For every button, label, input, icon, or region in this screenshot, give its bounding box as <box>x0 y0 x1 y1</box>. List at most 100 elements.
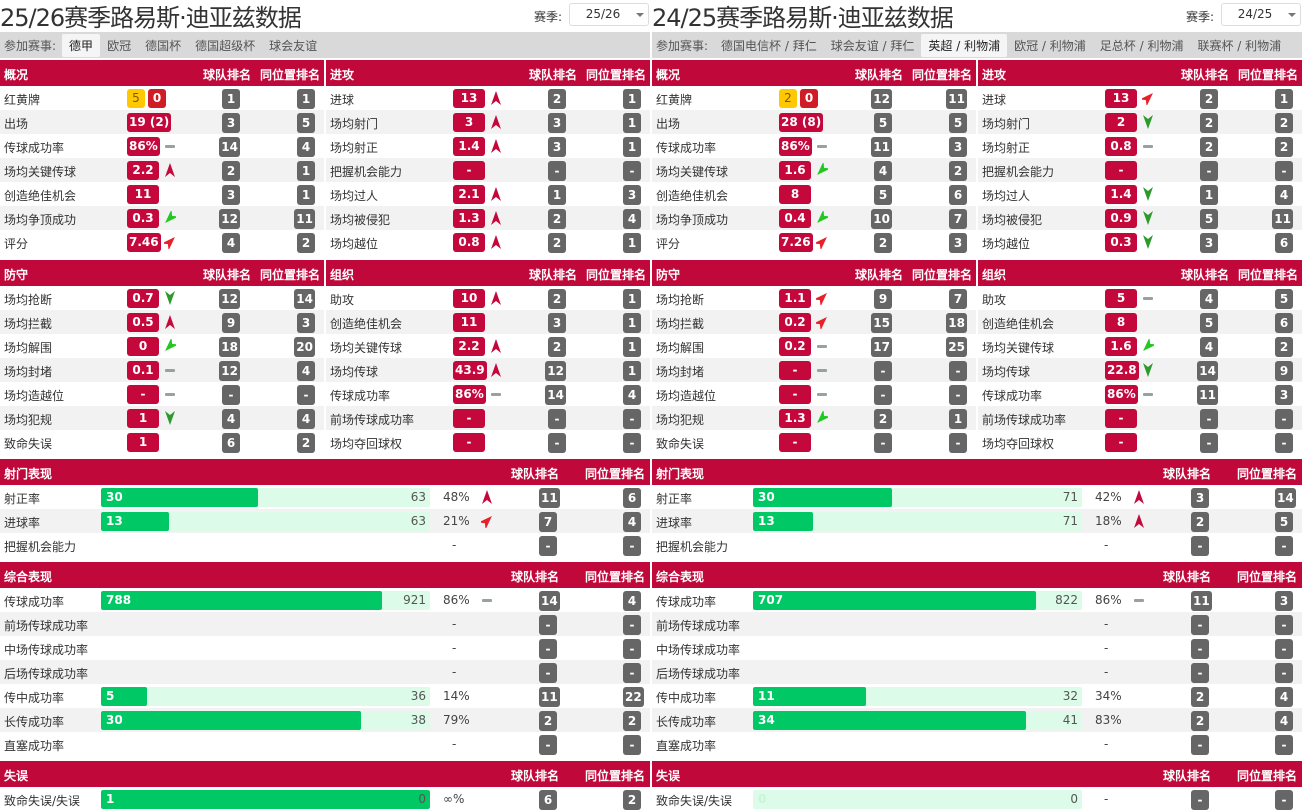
position-rank-header: 同位置排名 <box>1237 68 1298 82</box>
stat-value-badge: 5 <box>1105 289 1137 308</box>
position-rank-badge: 1 <box>297 89 315 109</box>
competition-tab[interactable]: 欧冠 / 利物浦 <box>1014 38 1086 53</box>
team-rank-badge: - <box>1191 536 1209 556</box>
team-rank-badge: 15 <box>871 313 892 333</box>
position-rank-badge: 14 <box>1275 488 1296 508</box>
stat-label: 传球成功率 <box>4 595 65 609</box>
stat-row: 把握机会能力 - - - <box>652 533 1302 557</box>
stats-section: 防守 球队排名 同位置排名 场均抢断 0.7 12 14 场均拦截 0.5 9 3 场均解围 0 18 20… <box>0 260 324 454</box>
stat-row: 传球成功率 788 921 86% 14 4 <box>0 588 650 612</box>
stat-row: 传球成功率 707 822 86% 11 3 <box>652 588 1302 612</box>
stat-label: 后场传球成功率 <box>4 667 89 681</box>
stat-row: 中场传球成功率 - - - <box>652 636 1302 660</box>
position-rank-badge: 11 <box>946 89 967 109</box>
position-rank-badge: - <box>1275 790 1293 810</box>
team-rank-badge: 11 <box>871 137 892 157</box>
competition-tab[interactable]: 球会友谊 / 拜仁 <box>830 38 915 53</box>
team-rank-badge: 3 <box>222 113 240 133</box>
page-title: 24/25赛季路易斯·迪亚兹数据 <box>652 4 954 32</box>
team-rank-badge: 9 <box>222 313 240 333</box>
team-rank-header: 球队排名 <box>511 769 560 783</box>
position-rank-header: 同位置排名 <box>1237 467 1298 481</box>
stat-percent: - <box>1104 737 1109 751</box>
stats-section: 进攻 球队排名 同位置排名 进球 13 2 1 场均射门 3 3 1 场均射正 1.4 3 1 把握机会能力 -… <box>326 60 650 254</box>
team-rank-badge: - <box>1191 639 1209 659</box>
competition-tab[interactable]: 欧冠 <box>107 38 132 53</box>
stat-row: 致命失误/失误 1 0 ∞% 6 2 <box>0 787 650 811</box>
stat-row: 场均解围 0 18 20 <box>0 334 324 358</box>
stat-percent: 34% <box>1095 689 1122 703</box>
position-rank-badge: - <box>1275 536 1293 556</box>
stat-label: 评分 <box>4 237 29 251</box>
position-rank-badge: 3 <box>297 313 315 333</box>
competition-tab[interactable]: 球会友谊 <box>269 38 318 53</box>
section-title: 失误 <box>4 769 29 783</box>
section-header: 失误 球队排名 同位置排名 <box>0 761 650 787</box>
position-rank-header: 同位置排名 <box>1237 268 1298 282</box>
position-rank-badge: - <box>1275 735 1293 755</box>
stat-label: 场均过人 <box>330 189 379 203</box>
stat-label: 长传成功率 <box>656 715 717 729</box>
competition-tab[interactable]: 联赛杯 / 利物浦 <box>1197 38 1282 53</box>
stat-row: 场均封堵 - - - <box>652 358 976 382</box>
ratio-bar-fill <box>101 591 383 610</box>
section-header: 综合表现 球队排名 同位置排名 <box>0 562 650 588</box>
competition-tab[interactable]: 德国超级杯 <box>195 38 256 53</box>
team-rank-header: 球队排名 <box>511 467 560 481</box>
position-rank-badge: 6 <box>949 185 967 205</box>
stat-value-badge: 22.8 <box>1105 361 1139 380</box>
team-rank-badge: 3 <box>548 313 566 333</box>
ratio-bar: 13 71 <box>753 512 1082 531</box>
team-rank-badge: - <box>874 385 892 405</box>
stat-row: 创造绝佳机会 8 5 6 <box>652 182 976 206</box>
position-rank-badge: - <box>623 663 641 683</box>
position-rank-badge: 22 <box>623 687 644 707</box>
stat-label: 场均关键传球 <box>330 341 403 355</box>
position-rank-badge: - <box>1275 433 1293 453</box>
position-rank-header: 同位置排名 <box>1237 570 1298 584</box>
stat-row: 场均犯规 1.3 2 1 <box>652 406 976 430</box>
stat-value-badge: 0.9 <box>1105 209 1137 228</box>
team-rank-badge: 18 <box>219 337 240 357</box>
season-select[interactable]: 24/25 <box>1221 3 1301 26</box>
stat-value-badge: 0.1 <box>127 361 159 380</box>
stat-row: 场均关键传球 2.2 2 1 <box>0 158 324 182</box>
position-rank-badge: 14 <box>294 289 315 309</box>
position-rank-header: 同位置排名 <box>911 68 972 82</box>
team-rank-badge: 12 <box>545 361 566 381</box>
stat-label: 场均关键传球 <box>656 165 729 179</box>
ratio-bar: 13 63 <box>101 512 430 531</box>
section-header: 概况 球队排名 同位置排名 <box>0 60 324 86</box>
team-rank-badge: 14 <box>219 137 240 157</box>
dash-flat-icon <box>164 363 176 377</box>
stat-label: 进球 <box>330 93 355 107</box>
bar-value: 30 <box>758 490 775 504</box>
season-label: 赛季: <box>534 10 563 24</box>
stat-value-badge: 11 <box>453 313 485 332</box>
stats-section: 组织 球队排名 同位置排名 助攻 5 4 5 创造绝佳机会 8 5 6 场均关键传球 1.6 4 2 场均传球… <box>978 260 1302 454</box>
team-rank-badge: 2 <box>548 233 566 253</box>
stat-value-badge: 2.1 <box>453 185 485 204</box>
competition-tab[interactable]: 足总杯 / 利物浦 <box>1099 38 1184 53</box>
team-rank-badge: 12 <box>219 361 240 381</box>
dash-flat-icon <box>816 139 828 153</box>
stat-label: 场均被侵犯 <box>982 213 1043 227</box>
season-select[interactable]: 25/26 <box>569 3 649 26</box>
competition-tab[interactable]: 德甲 <box>62 33 101 57</box>
ratio-bar: 11 32 <box>753 687 1082 706</box>
competition-tabs: 参加赛事: 德国电信杯 / 拜仁 球会友谊 / 拜仁 英超 / 利物浦 欧冠 / 利物浦… <box>652 32 1302 58</box>
stat-percent: - <box>452 641 457 655</box>
arrow-up-icon <box>490 115 502 129</box>
competition-tab[interactable]: 德国杯 <box>145 38 182 53</box>
competition-tab[interactable]: 英超 / 利物浦 <box>921 33 1008 57</box>
stat-label: 场均射正 <box>982 141 1031 155</box>
competition-tab[interactable]: 德国电信杯 / 拜仁 <box>721 38 817 53</box>
arrow-up-icon <box>490 211 502 225</box>
ratio-bar: 30 63 <box>101 488 430 507</box>
team-rank-badge: - <box>548 409 566 429</box>
team-rank-badge: 17 <box>871 337 892 357</box>
stat-row: 场均造越位 - - - <box>652 382 976 406</box>
team-rank-badge: 3 <box>548 137 566 157</box>
stat-value-badge: 1.3 <box>453 209 485 228</box>
position-rank-badge: 3 <box>949 137 967 157</box>
